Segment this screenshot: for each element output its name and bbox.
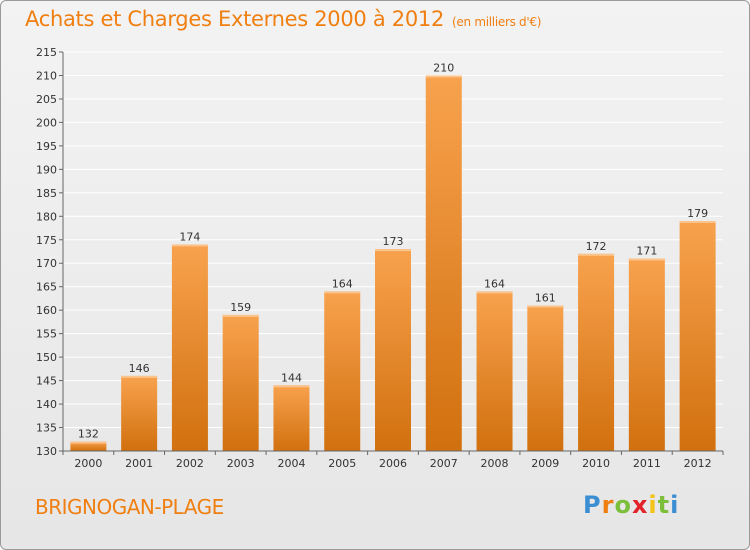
y-tick-label: 135 — [36, 422, 57, 435]
logo-letter: r — [601, 491, 615, 519]
data-label-2004: 144 — [281, 371, 302, 384]
bar-2009 — [527, 305, 564, 451]
proxiti-logo[interactable]: Proxiti — [583, 491, 679, 519]
bar-2006 — [375, 249, 411, 451]
bar-2011 — [628, 258, 665, 451]
y-tick-label: 195 — [36, 140, 57, 153]
y-tick-label: 150 — [36, 351, 57, 364]
y-tick-label: 155 — [36, 328, 57, 341]
y-tick-label: 200 — [36, 116, 57, 129]
x-tick-label-2004: 2004 — [277, 457, 305, 470]
y-tick-label: 170 — [36, 257, 57, 270]
y-tick-label: 180 — [36, 210, 57, 223]
data-label-2003: 159 — [230, 301, 251, 314]
y-tick-label: 205 — [36, 93, 57, 106]
bar-2004 — [273, 385, 310, 451]
x-tick-label-2008: 2008 — [481, 457, 509, 470]
chart-title-text: Achats et Charges Externes 2000 à 2012 — [25, 7, 445, 31]
bar-2001 — [121, 375, 158, 451]
y-axis: 130 135 140 145 150 155 160 165 170 175 180 185 190 1… — [36, 46, 64, 458]
y-tick-label: 140 — [36, 398, 57, 411]
data-label-2000: 132 — [78, 428, 99, 441]
bar-2008 — [476, 291, 513, 451]
bar-2005 — [324, 291, 361, 451]
bar-top-highlight — [273, 385, 310, 388]
bar-2012 — [679, 220, 716, 451]
data-label-2007: 210 — [433, 61, 454, 74]
y-tick-label: 210 — [36, 69, 57, 82]
chart-subtitle: (en milliers d'€) — [452, 15, 542, 29]
x-tick-label-2000: 2000 — [74, 457, 102, 470]
bar-top-highlight — [171, 244, 208, 247]
bar-top-highlight — [70, 441, 107, 444]
logo-letter: x — [631, 491, 649, 519]
bars-group: 132 146 174 159 144 164 173 210 164 161 172 171 179 — [70, 61, 716, 452]
bar-top-highlight — [375, 249, 411, 252]
data-label-2011: 171 — [636, 245, 657, 258]
bar-2007 — [425, 75, 462, 452]
x-tick-label-2002: 2002 — [176, 457, 204, 470]
bar-top-highlight — [324, 291, 361, 294]
bar-top-highlight — [425, 75, 462, 78]
bar-top-highlight — [578, 253, 615, 256]
city-name: BRIGNOGAN-PLAGE — [35, 495, 224, 519]
data-label-2002: 174 — [179, 230, 200, 243]
logo-letter: o — [614, 491, 632, 519]
bar-top-highlight — [222, 314, 259, 317]
bar-top-highlight — [476, 291, 513, 294]
data-label-2005: 164 — [332, 277, 353, 290]
data-label-2008: 164 — [484, 277, 505, 290]
x-tick-label-2009: 2009 — [531, 457, 559, 470]
logo-letter: i — [670, 491, 680, 519]
data-label-2006: 173 — [383, 235, 404, 248]
chart-title: Achats et Charges Externes 2000 à 2012 (e… — [25, 7, 541, 31]
x-tick-label-2005: 2005 — [328, 457, 356, 470]
logo-letter: P — [583, 491, 602, 519]
y-tick-label: 215 — [36, 46, 57, 59]
x-tick-label-2010: 2010 — [582, 457, 610, 470]
bar-top-highlight — [527, 305, 564, 308]
y-tick-label: 175 — [36, 234, 57, 247]
data-label-2001: 146 — [129, 362, 150, 375]
data-label-2009: 161 — [535, 291, 556, 304]
logo-letter: t — [657, 491, 671, 519]
bar-top-highlight — [679, 220, 716, 223]
logo-letter: i — [648, 491, 658, 519]
y-tick-label: 185 — [36, 187, 57, 200]
data-label-2010: 172 — [586, 240, 607, 253]
x-tick-label-2011: 2011 — [633, 457, 661, 470]
x-tick-label-2003: 2003 — [227, 457, 255, 470]
x-tick-label-2012: 2012 — [684, 457, 712, 470]
x-tick-label-2007: 2007 — [430, 457, 458, 470]
bar-2002 — [171, 244, 208, 451]
y-tick-label: 165 — [36, 281, 57, 294]
bar-2010 — [578, 253, 615, 451]
x-tick-label-2006: 2006 — [379, 457, 407, 470]
y-tick-label: 130 — [36, 445, 57, 458]
bar-2003 — [222, 314, 259, 451]
y-tick-label: 145 — [36, 375, 57, 388]
data-label-2012: 179 — [687, 207, 708, 220]
bar-top-highlight — [121, 375, 158, 378]
x-axis: 2000 2001 2002 2003 2004 2005 2006 2007 2008 2009… — [62, 450, 724, 470]
x-tick-label-2001: 2001 — [125, 457, 153, 470]
bar-top-highlight — [628, 258, 665, 261]
bar-2000 — [70, 441, 107, 451]
y-tick-label: 160 — [36, 304, 57, 317]
y-tick-label: 190 — [36, 163, 57, 176]
